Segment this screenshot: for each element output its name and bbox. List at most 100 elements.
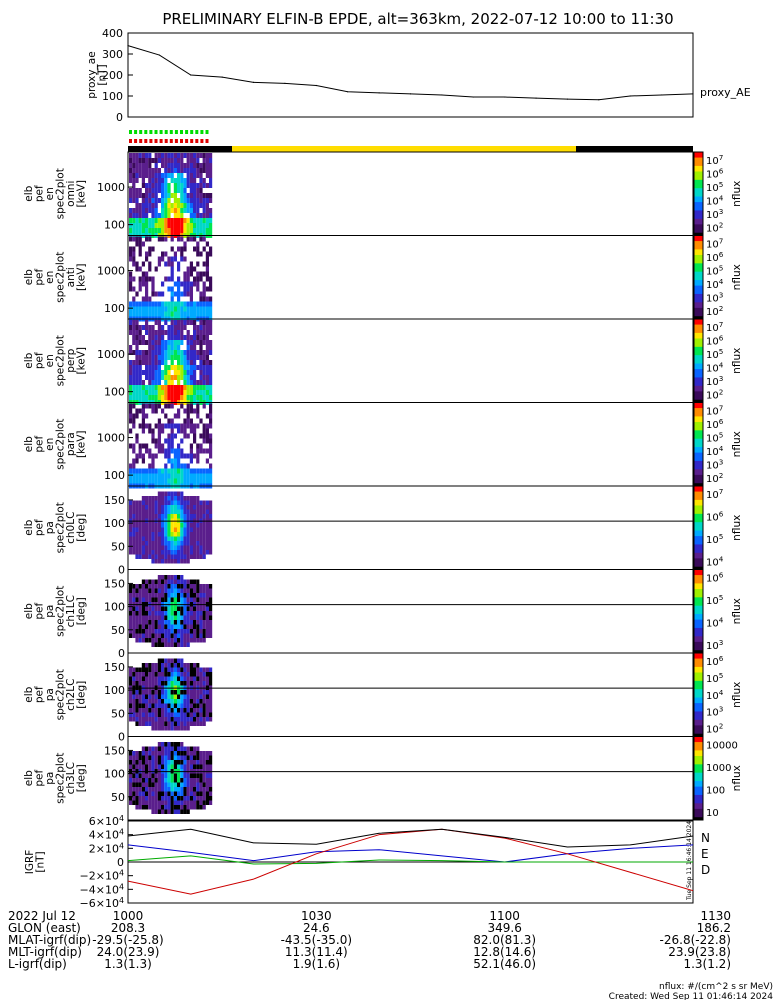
spec-cell bbox=[209, 624, 213, 629]
spec-cell bbox=[148, 708, 152, 713]
spec-cell bbox=[167, 667, 171, 672]
spec-cell bbox=[170, 751, 174, 756]
spec-cell bbox=[154, 218, 158, 223]
spec-cell bbox=[151, 611, 155, 616]
spec-cell bbox=[154, 588, 158, 593]
spec-cell bbox=[154, 500, 158, 505]
spec-cell bbox=[183, 390, 187, 395]
spec-cell bbox=[186, 163, 190, 168]
spec-cell bbox=[157, 536, 161, 541]
spec-cell bbox=[132, 536, 136, 541]
spec-cell bbox=[138, 423, 142, 429]
spec-cell bbox=[138, 633, 142, 638]
spec-cell bbox=[193, 694, 197, 699]
green-dash bbox=[154, 130, 158, 134]
spec-cell bbox=[183, 163, 187, 168]
spec-cell bbox=[145, 301, 149, 307]
spec-cell bbox=[202, 615, 206, 620]
spec-cell bbox=[209, 473, 213, 479]
spec-cell bbox=[196, 509, 200, 514]
spec-cell bbox=[135, 527, 139, 532]
spec-cell bbox=[145, 791, 149, 796]
spec-cell bbox=[132, 796, 136, 801]
colorbar-step bbox=[694, 488, 703, 493]
spec-cell bbox=[180, 509, 184, 514]
spec-cell bbox=[196, 335, 200, 340]
spec-cell bbox=[202, 403, 206, 409]
spec-cell bbox=[196, 380, 200, 385]
spec-cell bbox=[202, 433, 206, 439]
colorbar-step bbox=[694, 477, 703, 481]
spec-cell bbox=[164, 403, 168, 409]
spec-cell bbox=[148, 375, 152, 380]
spec-cell bbox=[148, 350, 152, 355]
igrf-series-D bbox=[127, 828, 694, 895]
spec-cell bbox=[167, 509, 171, 514]
spec-cell bbox=[145, 584, 149, 589]
spec-cell bbox=[189, 443, 193, 449]
spec-cell bbox=[177, 751, 181, 756]
ephem-value: 24.6 bbox=[303, 921, 330, 935]
spec-cell bbox=[129, 633, 133, 638]
colorbar-step bbox=[694, 263, 703, 267]
spec-cell bbox=[177, 773, 181, 778]
panel-ytick: 100 bbox=[104, 302, 125, 315]
spec-cell bbox=[135, 458, 139, 464]
spec-cell bbox=[205, 301, 209, 307]
spec-cell bbox=[138, 266, 142, 272]
colorbar-step bbox=[694, 371, 703, 376]
colorbar-step bbox=[694, 177, 703, 181]
spec-cell bbox=[173, 178, 177, 183]
spec-cell bbox=[189, 703, 193, 708]
spec-cell bbox=[189, 746, 193, 751]
spec-cell bbox=[186, 173, 190, 178]
spec-cell bbox=[148, 198, 152, 203]
spec-cell bbox=[193, 755, 197, 760]
spec-cell bbox=[145, 320, 149, 325]
spec-cell bbox=[202, 755, 206, 760]
colorbar-step bbox=[694, 497, 703, 501]
spec-cell bbox=[151, 545, 155, 550]
spec-cell bbox=[135, 676, 139, 681]
spec-cell bbox=[167, 473, 171, 479]
spec-cell bbox=[180, 751, 184, 756]
green-dash bbox=[205, 130, 209, 134]
spec-cell bbox=[154, 642, 158, 647]
spec-cell bbox=[177, 443, 181, 449]
spec-cell bbox=[180, 213, 184, 218]
spec-cell bbox=[148, 764, 152, 769]
spec-cell bbox=[173, 306, 177, 312]
spec-cell bbox=[189, 505, 193, 510]
spec-cell bbox=[135, 413, 139, 419]
spec-cell bbox=[205, 198, 209, 203]
spec-cell bbox=[196, 246, 200, 252]
spec-cell bbox=[173, 213, 177, 218]
spec-cell bbox=[148, 712, 152, 717]
colorbar-step bbox=[694, 761, 703, 765]
spec-cell bbox=[177, 676, 181, 681]
spec-cell bbox=[138, 796, 142, 801]
spec-cell bbox=[196, 746, 200, 751]
spec-cell bbox=[193, 778, 197, 783]
spec-cell bbox=[202, 672, 206, 677]
spec-cell bbox=[173, 755, 177, 760]
spec-cell bbox=[157, 690, 161, 695]
spec-cell bbox=[170, 246, 174, 252]
spec-cell bbox=[189, 615, 193, 620]
colorbar-step bbox=[694, 739, 703, 743]
spec-cell bbox=[209, 286, 213, 292]
spec-cell bbox=[183, 433, 187, 439]
spec-cell bbox=[202, 183, 206, 188]
spec-cell bbox=[180, 360, 184, 365]
spec-cell bbox=[132, 173, 136, 178]
spec-cell bbox=[170, 500, 174, 505]
spec-cell bbox=[161, 809, 165, 814]
panel-ytick: 100 bbox=[104, 219, 125, 232]
spec-cell bbox=[170, 355, 174, 360]
spec-cell bbox=[154, 809, 158, 814]
spec-cell bbox=[135, 532, 139, 537]
spec-cell bbox=[183, 223, 187, 228]
spec-cell bbox=[145, 203, 149, 208]
spec-cell bbox=[202, 218, 206, 223]
